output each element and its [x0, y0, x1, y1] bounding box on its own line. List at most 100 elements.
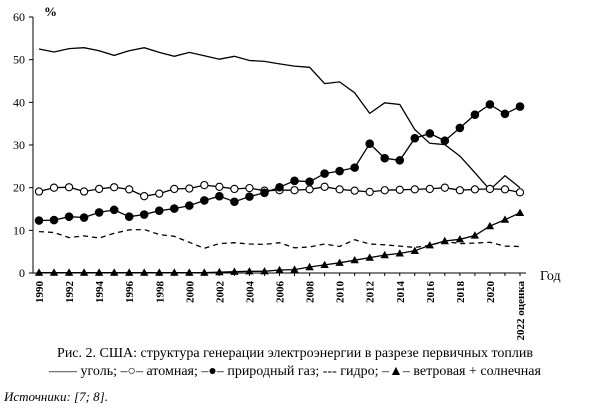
data-point-open-circle — [49, 183, 59, 192]
data-point-filled-circle — [455, 123, 465, 133]
data-point-open-circle — [215, 182, 224, 191]
data-point-triangle — [320, 260, 329, 268]
data-point-open-circle — [110, 183, 119, 192]
data-point-open-circle — [125, 185, 134, 194]
data-point-open-circle — [455, 186, 465, 195]
x-axis-unit-label: Год — [540, 269, 561, 284]
data-point-open-circle — [515, 188, 525, 197]
data-point-open-circle — [470, 185, 480, 194]
data-point-open-circle — [185, 184, 194, 193]
data-point-open-circle — [230, 184, 239, 194]
data-point-open-circle — [425, 184, 434, 194]
data-point-filled-circle — [124, 212, 134, 221]
data-point-triangle — [515, 208, 525, 216]
data-point-triangle — [125, 268, 134, 276]
data-point-triangle — [110, 268, 119, 276]
y-tick-label: 60 — [13, 10, 25, 24]
chart-plot: 0 10 20 30 40 50 60 1990 1992 1994 1996 1998 2000 200… — [13, 4, 561, 340]
data-point-filled-circle — [215, 191, 224, 201]
data-point-triangle — [215, 267, 224, 276]
x-tick-label: 2012 — [365, 281, 377, 304]
data-point-triangle — [365, 253, 374, 261]
data-point-triangle — [395, 249, 404, 257]
data-point-open-circle — [335, 185, 344, 194]
data-point-filled-circle — [245, 192, 254, 201]
data-point-filled-circle — [350, 163, 359, 172]
data-point-filled-circle — [49, 215, 59, 225]
data-point-triangle — [230, 267, 239, 275]
x-tick-label: 1994 — [94, 281, 106, 304]
data-point-triangle — [410, 246, 419, 254]
data-point-triangle — [185, 268, 194, 276]
data-point-triangle — [140, 268, 149, 276]
data-point-filled-circle — [305, 177, 314, 186]
data-point-filled-circle — [94, 208, 104, 217]
data-point-triangle — [305, 262, 314, 271]
data-point-filled-circle — [500, 109, 510, 119]
data-point-filled-circle — [275, 182, 284, 192]
data-point-triangle — [440, 236, 449, 245]
data-point-filled-circle — [139, 210, 149, 219]
data-point-triangle — [275, 265, 284, 274]
series-2 — [34, 100, 525, 225]
x-tick-label: 2016 — [425, 281, 437, 304]
data-point-open-circle — [305, 185, 314, 194]
x-tick-label: 2006 — [275, 281, 287, 304]
data-point-triangle — [155, 268, 164, 276]
data-point-open-circle — [485, 184, 495, 194]
axes: 0 10 20 30 40 50 60 1990 1992 1994 1996 1998 2000 200… — [13, 10, 527, 340]
data-point-triangle — [49, 268, 59, 276]
data-point-filled-circle — [425, 129, 435, 138]
data-point-open-circle — [290, 186, 299, 195]
data-point-open-circle — [34, 187, 44, 196]
data-point-open-circle — [79, 187, 89, 196]
series-layer — [34, 47, 525, 276]
data-point-filled-circle — [320, 169, 329, 178]
data-point-triangle — [64, 268, 74, 276]
data-point-filled-circle — [260, 188, 269, 198]
data-point-triangle — [290, 265, 299, 273]
y-tick-label: 40 — [13, 95, 25, 109]
y-axis-unit-label: % — [44, 4, 57, 19]
data-point-filled-circle — [410, 133, 420, 143]
x-tick-label: 1990 — [34, 281, 46, 304]
data-point-open-circle — [140, 192, 149, 201]
series-0 — [38, 47, 521, 191]
data-point-open-circle — [245, 183, 254, 193]
data-point-filled-circle — [169, 204, 179, 213]
data-point-triangle — [260, 267, 269, 275]
data-point-open-circle — [200, 180, 209, 190]
y-tick-label: 20 — [13, 181, 25, 195]
data-point-triangle — [350, 256, 359, 264]
x-tick-label: 1998 — [154, 281, 166, 304]
data-point-filled-circle — [365, 139, 374, 149]
data-point-triangle — [94, 268, 104, 276]
figure-caption-legend: —— уголь; –○– атомная; –●– природный газ… — [49, 364, 541, 379]
data-point-triangle — [455, 235, 465, 243]
y-tick-label: 0 — [19, 266, 25, 280]
data-point-open-circle — [94, 184, 104, 194]
series-4 — [34, 208, 525, 276]
data-point-open-circle — [410, 185, 419, 194]
data-point-triangle — [79, 268, 89, 276]
data-point-open-circle — [320, 182, 329, 191]
figure-source-note: Источники: [7; 8]. — [4, 389, 108, 404]
x-tick-label: 2018 — [455, 281, 467, 304]
data-point-open-circle — [500, 185, 510, 194]
x-tick-label: 1996 — [124, 281, 136, 304]
data-point-triangle — [425, 241, 434, 249]
y-tick-label: 50 — [13, 53, 25, 67]
data-point-triangle — [380, 250, 389, 259]
data-point-filled-circle — [515, 102, 525, 111]
data-point-filled-circle — [79, 213, 89, 222]
data-point-filled-circle — [109, 205, 119, 215]
series-line-гидро — [38, 228, 521, 249]
data-point-open-circle — [350, 186, 359, 195]
data-point-open-circle — [155, 189, 164, 198]
figure-caption-title: Рис. 2. США: структура генерации электро… — [57, 346, 533, 361]
data-point-open-circle — [380, 186, 389, 195]
data-point-filled-circle — [470, 110, 480, 120]
data-point-open-circle — [170, 184, 179, 194]
x-tick-label: 2022 оценка — [515, 281, 527, 341]
x-tick-label: 1992 — [64, 281, 76, 304]
